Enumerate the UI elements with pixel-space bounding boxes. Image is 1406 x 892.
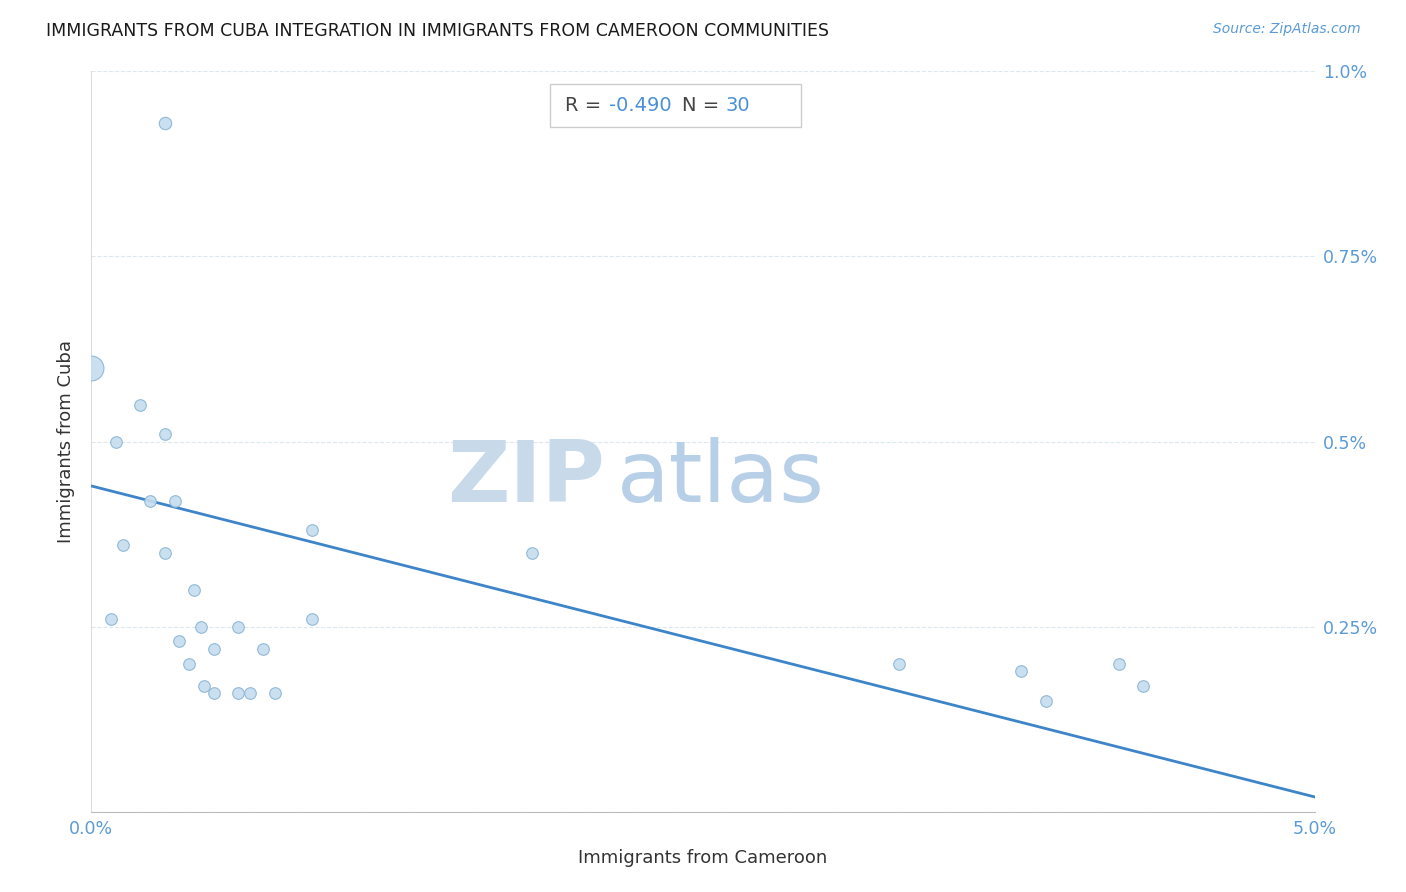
Point [1010,664,1032,678]
Point [520,545,543,560]
Point [226,619,249,633]
Y-axis label: Immigrants from Cuba: Immigrants from Cuba [58,340,76,543]
Point [1035,694,1057,708]
Point [301,524,323,538]
Point [202,641,225,656]
Point [129,398,152,412]
Point [301,612,323,626]
Point [252,641,274,656]
Point [193,679,215,693]
Point [153,427,176,442]
Point [1132,679,1154,693]
Point [100,612,122,626]
Point [104,434,127,449]
Point [139,493,162,508]
Point [112,538,135,552]
Point [264,686,287,700]
Point [163,493,186,508]
FancyBboxPatch shape [550,84,801,127]
Point [153,545,176,560]
Text: -0.490: -0.490 [609,96,672,115]
Point [887,657,910,671]
Point [239,686,262,700]
Text: atlas: atlas [617,437,825,520]
Point [80,360,103,375]
Point [226,686,249,700]
Point [190,619,212,633]
Point [169,634,191,648]
X-axis label: Immigrants from Cameroon: Immigrants from Cameroon [578,849,828,867]
Text: 30: 30 [725,96,749,115]
Text: ZIP: ZIP [447,437,605,520]
Text: N =: N = [682,96,725,115]
Text: R =: R = [565,96,607,115]
Text: Source: ZipAtlas.com: Source: ZipAtlas.com [1213,22,1361,37]
Point [179,657,201,671]
Point [202,686,225,700]
Point [153,116,176,130]
Text: IMMIGRANTS FROM CUBA INTEGRATION IN IMMIGRANTS FROM CAMEROON COMMUNITIES: IMMIGRANTS FROM CUBA INTEGRATION IN IMMI… [46,22,830,40]
Point [1108,657,1130,671]
Point [183,582,205,597]
